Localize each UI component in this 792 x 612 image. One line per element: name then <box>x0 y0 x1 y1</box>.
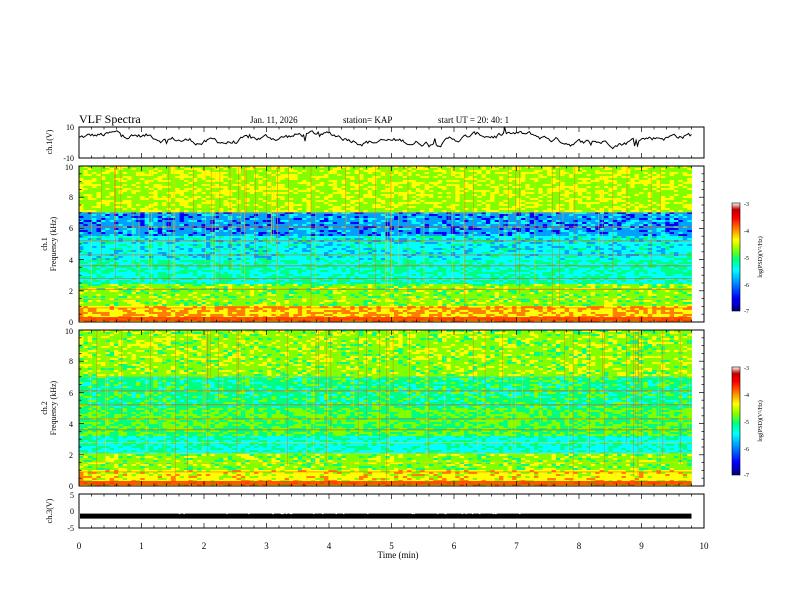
vlf-figure: VLF Spectra Jan. 11, 2026 station= KAP s… <box>0 0 792 612</box>
ch1-spectrogram-panel: 0 2 4 6 8 10 ch.1 Frequency (kHz) <box>40 163 704 327</box>
ch1-spectrogram-image <box>79 166 692 322</box>
ch1-voltage-ylabel: ch.1(V) <box>45 129 54 154</box>
station-label: station= KAP <box>343 115 392 125</box>
start-time-label: start UT = 20: 40: 1 <box>438 115 509 125</box>
ch1-ytick-top: 10 <box>66 123 74 132</box>
ch1-voltage-panel: 10 -10 ch.1(V) <box>45 123 704 163</box>
date-label: Jan. 11, 2026 <box>250 115 298 125</box>
figure-title: VLF Spectra <box>79 112 141 126</box>
ch1-ytick-bottom: -10 <box>63 154 74 163</box>
